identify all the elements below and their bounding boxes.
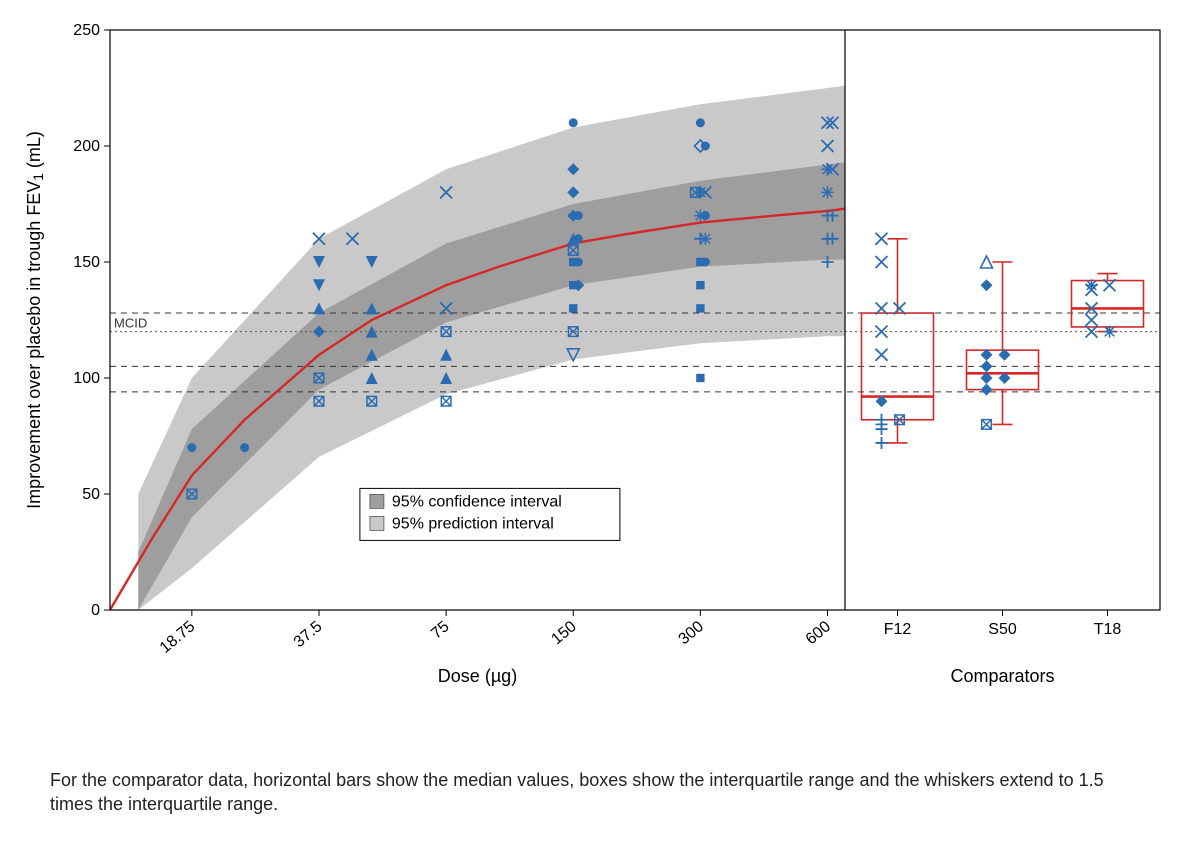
confidence-band [138,162,845,610]
x-tick-label: 300 [676,618,707,648]
data-point [876,349,888,361]
data-point [876,233,888,245]
y-tick-label: 0 [91,602,100,619]
x-tick-label: 600 [803,618,834,648]
data-point [981,279,993,291]
data-point [187,443,196,452]
mcid-label: MCID [114,316,147,331]
x-tick-label: 150 [548,618,579,648]
x-tick-label: 18.75 [157,618,199,657]
x-tick-label: 37.5 [291,618,326,651]
data-point [876,437,888,449]
y-tick-label: 150 [73,254,100,271]
data-point [1104,326,1116,338]
data-point [981,384,993,396]
data-point [240,443,249,452]
legend-swatch [370,494,384,508]
x-tick-label: F12 [884,621,912,638]
data-point [574,234,583,243]
y-tick-label: 200 [73,138,100,155]
data-point [696,374,704,382]
data-point [701,211,710,220]
data-point [699,233,711,245]
y-tick-label: 50 [82,486,100,503]
data-point [696,304,704,312]
data-point [822,186,834,198]
data-point [981,256,993,268]
legend-label: 95% confidence interval [392,493,562,510]
data-point [701,258,710,267]
data-point [982,420,992,430]
y-tick-label: 250 [73,22,100,39]
figure-container: MCID 0 50 100 150 200 250 Improvement over plac… [0,0,1200,856]
legend-swatch [370,516,384,530]
data-point [574,258,583,267]
x-axis-label-left: Dose (µg) [438,666,517,686]
figure-caption: For the comparator data, horizontal bars… [50,768,1150,817]
data-point [569,118,578,127]
data-point [696,281,704,289]
legend-label: 95% prediction interval [392,515,554,532]
data-point [876,256,888,268]
x-tick-label: 75 [428,618,453,643]
data-point [696,118,705,127]
data-point [1086,279,1098,291]
x-tick-label: S50 [988,621,1017,638]
y-axis-label: Improvement over placebo in trough FEV1 … [24,131,46,509]
data-point [701,142,710,151]
data-point [1086,314,1098,326]
data-point [441,396,451,406]
x-axis-label-right: Comparators [950,666,1054,686]
chart-svg: MCID 0 50 100 150 200 250 Improvement over plac… [0,0,1200,760]
x-tick-label: T18 [1094,621,1122,638]
data-point [981,360,993,372]
data-point [569,304,577,312]
y-tick-label: 100 [73,370,100,387]
data-point [574,211,583,220]
